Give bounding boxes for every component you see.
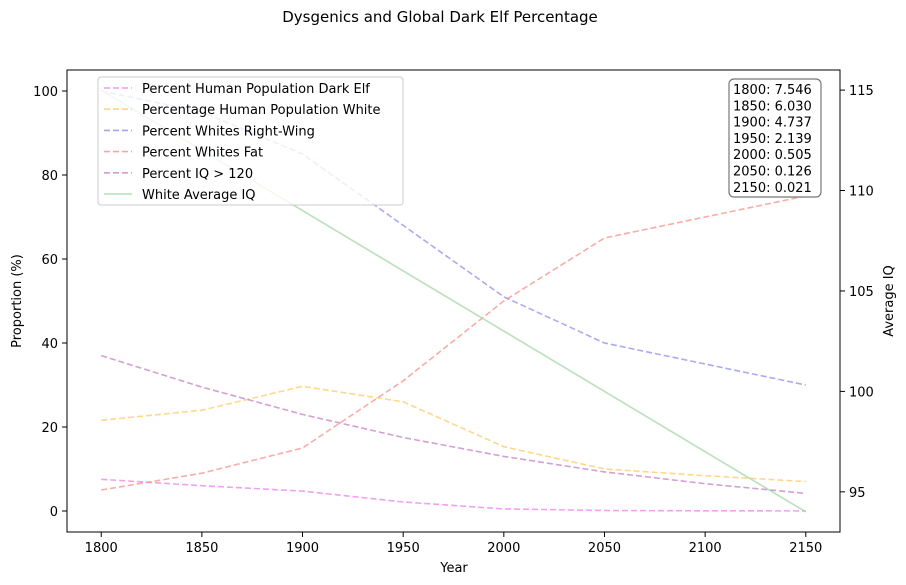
y-tick-label-left: 0: [50, 505, 58, 520]
legend-label: Percent Human Population Dark Elf: [142, 82, 370, 97]
annotation-frame: [728, 78, 822, 198]
x-tick-label: 1950: [387, 541, 420, 556]
plot-area: [66, 69, 841, 533]
x-tick-label: 2150: [789, 541, 822, 556]
chart-title: Dysgenics and Global Dark Elf Percentage: [282, 8, 598, 26]
x-axis-label: Year: [439, 561, 468, 576]
y-axis-left-label: Proportion (%): [10, 254, 25, 348]
y-tick-label-left: 40: [41, 337, 58, 352]
annotation-line: 2000: 0.505: [733, 148, 812, 163]
y-tick-label-right: 110: [849, 185, 874, 200]
annotation-line: 1850: 6.030: [733, 99, 812, 114]
series-line-4: [100, 354, 806, 495]
legend-label: White Average IQ: [142, 188, 256, 203]
series-layer: [100, 89, 807, 513]
annotation-line: 1950: 2.139: [733, 132, 812, 147]
axes-layer: 1800 1850 1900 1950 2000 2050 2100 2150 0 20 40 60 8…: [33, 84, 874, 556]
annotation-line: 1900: 4.737: [733, 116, 812, 131]
x-tick-label: 2100: [689, 541, 722, 556]
legend-frame: [97, 76, 404, 206]
y-tick-label-right: 115: [849, 84, 874, 99]
series-line-0: [101, 478, 806, 512]
legend-label: Percent Whites Right-Wing: [142, 124, 315, 139]
legend: Percent Human Population Dark Elf Percent…: [97, 76, 404, 206]
series-line-3: [101, 195, 806, 491]
y-tick-label-left: 20: [41, 421, 58, 436]
x-tick-label: 1900: [286, 541, 319, 556]
y-tick-label-left: 60: [41, 253, 58, 268]
annotation-line: 2050: 0.126: [733, 165, 812, 180]
annotation-line: 2150: 0.021: [733, 181, 812, 196]
y-tick-label-left: 80: [41, 169, 58, 184]
x-tick-label: 2000: [487, 541, 520, 556]
y-axis-right-label: Average IQ: [882, 265, 897, 337]
legend-label: Percent IQ > 120: [142, 167, 253, 182]
x-tick-label: 1800: [85, 541, 118, 556]
y-tick-label-left: 100: [33, 85, 58, 100]
y-tick-label-right: 100: [849, 385, 874, 400]
y-tick-label-right: 95: [849, 486, 866, 501]
legend-label: Percent Whites Fat: [142, 146, 263, 161]
series-line-1: [101, 385, 806, 483]
y-tick-label-right: 105: [849, 285, 874, 300]
legend-label: Percentage Human Population White: [142, 103, 381, 118]
x-tick-label: 1850: [185, 541, 218, 556]
x-tick-label: 2050: [588, 541, 621, 556]
annotation-line: 1800: 7.546: [733, 83, 812, 98]
